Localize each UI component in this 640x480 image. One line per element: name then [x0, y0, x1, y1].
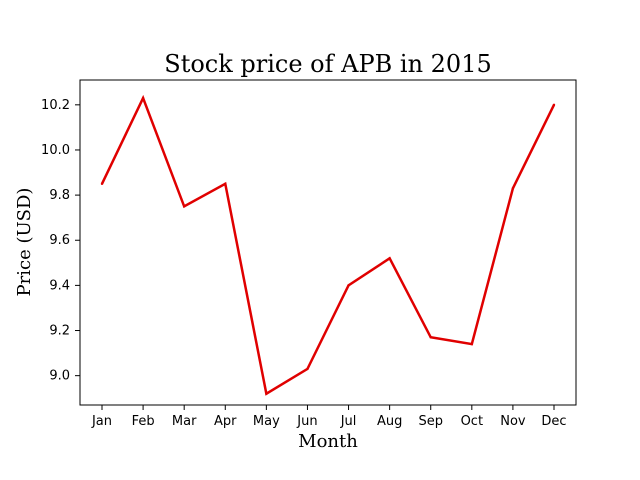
x-tick-label-jul: Jul	[340, 414, 357, 429]
data-point-mar	[183, 205, 185, 207]
data-point-may	[265, 393, 267, 395]
data-point-dec	[553, 104, 555, 106]
x-tick-label-aug: Aug	[377, 414, 402, 429]
x-tick-label-nov: Nov	[500, 414, 526, 429]
data-point-oct	[471, 343, 473, 345]
chart-title: Stock price of APB in 2015	[164, 50, 491, 78]
y-tick-label-3: 9.6	[49, 233, 70, 248]
x-tick-label-jan: Jan	[91, 414, 112, 429]
x-tick-label-oct: Oct	[461, 414, 483, 429]
data-point-nov	[512, 187, 514, 189]
y-tick-label-4: 9.8	[49, 188, 70, 203]
y-tick-label-5: 10.0	[41, 143, 70, 158]
x-tick-label-sep: Sep	[418, 414, 443, 429]
data-point-feb	[142, 97, 144, 99]
data-point-jun	[306, 368, 308, 370]
x-tick-label-apr: Apr	[214, 414, 237, 429]
y-tick-label-0: 9.0	[49, 369, 70, 384]
x-tick-label-dec: Dec	[541, 414, 566, 429]
data-point-sep	[430, 336, 432, 338]
y-tick-label-1: 9.2	[49, 324, 70, 339]
x-tick-label-feb: Feb	[132, 414, 155, 429]
data-point-aug	[388, 257, 390, 259]
x-axis-label: Month	[298, 431, 358, 452]
data-point-apr	[224, 183, 226, 185]
x-tick-label-jun: Jun	[296, 414, 317, 429]
x-tick-label-mar: Mar	[172, 414, 197, 429]
y-axis-label: Price (USD)	[14, 188, 35, 297]
y-tick-label-6: 10.2	[41, 98, 70, 113]
y-tick-label-2: 9.4	[49, 278, 70, 293]
data-point-jul	[347, 284, 349, 286]
x-tick-label-may: May	[253, 414, 280, 429]
data-point-jan	[101, 183, 103, 185]
